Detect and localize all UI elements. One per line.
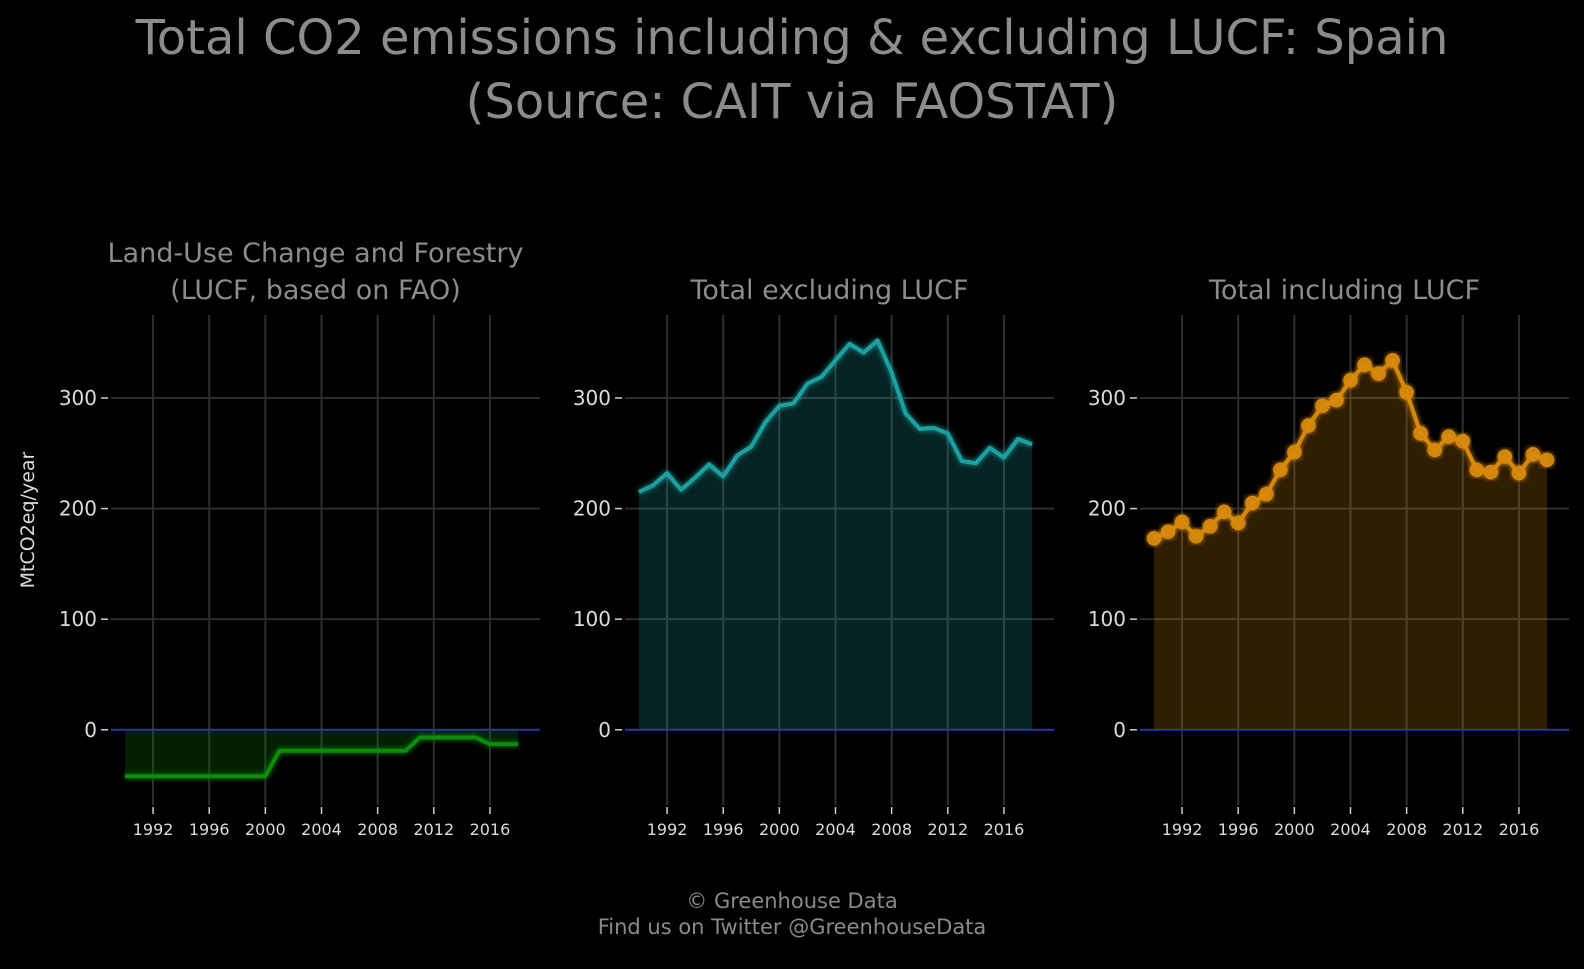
- panel-title-lucf-line-2: (LUCF, based on FAO): [170, 275, 461, 306]
- point-incl-2003: [1329, 392, 1344, 408]
- point-incl-2004: [1343, 373, 1358, 388]
- tick-label-x-2012: 2012: [413, 820, 454, 839]
- point-incl-2014: [1483, 464, 1499, 480]
- point-incl-2018: [1539, 452, 1555, 468]
- tick-label-x-2008: 2008: [357, 820, 398, 839]
- tick-label-x-2008: 2008: [871, 820, 912, 839]
- point-incl-1999: [1273, 462, 1288, 478]
- panel-incl: 0 100 200 300 1992 1996 2000 2004 2008 2012 2016 To…: [1088, 275, 1569, 839]
- tick-label-x-2012: 2012: [927, 820, 968, 839]
- point-incl-1997: [1245, 495, 1260, 511]
- point-incl-2010: [1427, 442, 1442, 458]
- tick-label-y-200: 200: [1088, 497, 1126, 521]
- point-incl-1996: [1230, 515, 1246, 531]
- area-lucf: [125, 729, 518, 777]
- tick-label-y-100: 100: [59, 607, 97, 631]
- tick-label-x-2016: 2016: [984, 820, 1025, 839]
- point-incl-1990: [1146, 531, 1162, 546]
- point-incl-2000: [1287, 444, 1302, 460]
- tick-label-x-1992: 1992: [647, 820, 688, 839]
- panel-title-excl-line-1: Total excluding LUCF: [689, 275, 968, 306]
- point-incl-2008: [1399, 385, 1414, 400]
- point-incl-2001: [1301, 418, 1316, 433]
- tick-label-y-0: 0: [84, 718, 97, 742]
- point-incl-2013: [1469, 462, 1485, 478]
- tick-label-y-300: 300: [59, 386, 97, 410]
- point-incl-2015: [1497, 449, 1513, 464]
- tick-label-y-200: 200: [573, 497, 611, 521]
- footer: © Greenhouse Data Find us on Twitter @Gr…: [0, 888, 1584, 940]
- panel-lucf: 0 100 200 300 1992 1996 2000 2004 2008 2012 2016 La…: [17, 238, 540, 839]
- y-axis-label: MtCO2eq/year: [17, 451, 39, 588]
- point-incl-2016: [1511, 465, 1527, 481]
- tick-label-x-2000: 2000: [1274, 820, 1315, 839]
- point-incl-1995: [1216, 504, 1232, 520]
- panel-title-incl-line-1: Total including LUCF: [1208, 275, 1480, 306]
- series-line-lucf: [125, 735, 518, 779]
- point-incl-1993: [1188, 528, 1204, 544]
- footer-twitter: Find us on Twitter @GreenhouseData: [597, 915, 987, 939]
- tick-label-y-0: 0: [598, 718, 611, 742]
- area-incl: [1154, 360, 1547, 730]
- chart-title-line-1: Total CO2 emissions including & excludin…: [135, 10, 1449, 66]
- tick-label-x-2004: 2004: [815, 820, 856, 839]
- chart-title-line-2: (Source: CAIT via FAOSTAT): [465, 74, 1119, 130]
- tick-label-y-300: 300: [573, 386, 611, 410]
- panel-excl: 0 100 200 300 1992 1996 2000 2004 2008 2012 2016 To…: [573, 275, 1054, 839]
- point-incl-1994: [1202, 519, 1218, 534]
- tick-label-y-300: 300: [1088, 386, 1126, 410]
- point-incl-1991: [1160, 524, 1176, 540]
- tick-label-x-2000: 2000: [759, 820, 800, 839]
- series-line-excl: [638, 338, 1033, 494]
- tick-label-y-0: 0: [1113, 718, 1126, 742]
- point-incl-1998: [1259, 486, 1274, 502]
- area-excl: [639, 340, 1032, 730]
- tick-label-x-1996: 1996: [189, 820, 230, 839]
- tick-label-x-2004: 2004: [1330, 820, 1371, 839]
- tick-label-y-100: 100: [573, 607, 611, 631]
- point-incl-1992: [1174, 514, 1190, 530]
- tick-label-x-2000: 2000: [245, 820, 286, 839]
- point-incl-2012: [1455, 433, 1471, 449]
- point-incl-2007: [1385, 353, 1400, 368]
- panel-title-lucf-line-1: Land-Use Change and Forestry: [108, 238, 524, 269]
- tick-label-y-100: 100: [1088, 607, 1126, 631]
- chart-title: Total CO2 emissions including & excludin…: [0, 6, 1584, 134]
- point-incl-2011: [1441, 429, 1456, 444]
- point-incl-2002: [1315, 398, 1330, 413]
- tick-label-x-1992: 1992: [133, 820, 174, 839]
- point-incl-2009: [1413, 426, 1428, 441]
- tick-label-x-2004: 2004: [301, 820, 342, 839]
- tick-label-x-2016: 2016: [1499, 820, 1540, 839]
- tick-label-x-1996: 1996: [703, 820, 744, 839]
- footer-copyright: © Greenhouse Data: [686, 889, 898, 913]
- tick-label-x-2008: 2008: [1386, 820, 1427, 839]
- tick-label-x-2012: 2012: [1442, 820, 1483, 839]
- tick-label-y-200: 200: [59, 497, 97, 521]
- point-incl-2005: [1357, 357, 1372, 373]
- tick-label-x-1996: 1996: [1218, 820, 1259, 839]
- point-incl-2006: [1371, 366, 1386, 381]
- tick-label-x-1992: 1992: [1162, 820, 1203, 839]
- point-incl-2017: [1525, 447, 1541, 462]
- tick-label-x-2016: 2016: [470, 820, 511, 839]
